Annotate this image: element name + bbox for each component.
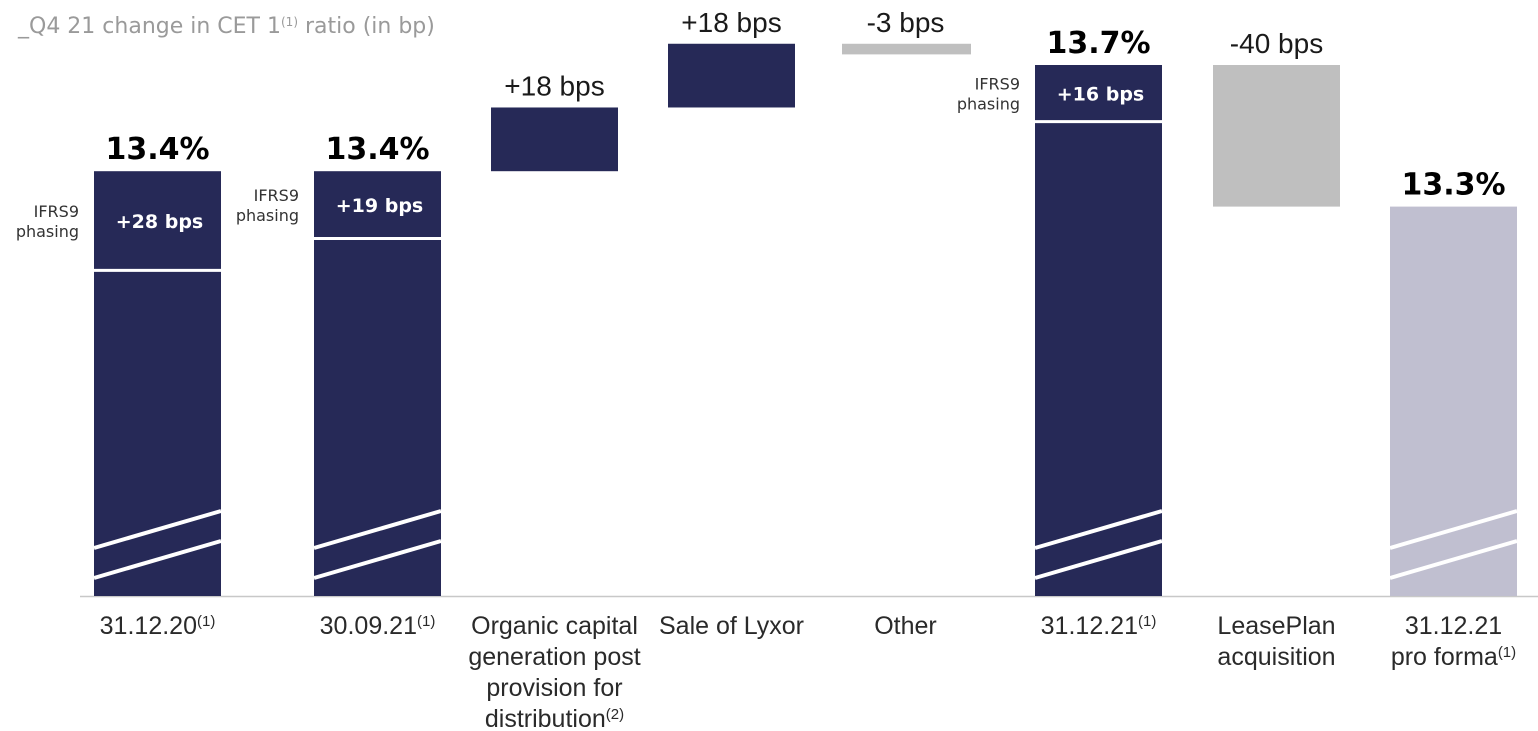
ifrs9-value-label-5: +16 bps (1057, 83, 1145, 105)
category-label-2-0: Organic capital (471, 612, 638, 640)
ifrs9-side-label-5-0: IFRS9 (975, 74, 1020, 93)
category-text-7-0: 31.12.21 (1405, 612, 1502, 640)
axis-break-line-0-1 (93, 539, 222, 580)
category-text-0-0: 31.12.20 (100, 612, 197, 640)
category-label-2-2: provision for (486, 674, 622, 702)
category-text-6-1: acquisition (1217, 643, 1335, 671)
total-value-label-1: 13.4% (325, 132, 429, 167)
bar-6 (1213, 65, 1340, 207)
category-sup-2: (2) (606, 706, 624, 723)
delta-value-label-3: +18 bps (681, 7, 781, 38)
axis-break-line-7-0 (1389, 509, 1518, 550)
category-text-6-0: LeasePlan (1217, 612, 1335, 640)
axis-break-line-7-1 (1389, 539, 1518, 580)
category-text-1-0: 30.09.21 (320, 612, 417, 640)
category-sup-1: (1) (417, 613, 435, 630)
ifrs9-value-label-1: +19 bps (336, 195, 424, 217)
category-label-0-0: 31.12.20(1) (100, 612, 216, 640)
category-text-3-0: Sale of Lyxor (659, 612, 804, 640)
bar-7 (1390, 206, 1517, 596)
axis-break-line-5-1 (1034, 539, 1163, 580)
chart-title-tail: ratio (in bp) (298, 14, 435, 39)
chart-title-main: _Q4 21 change in CET 1 (17, 14, 281, 39)
category-label-2-1: generation post (468, 643, 640, 671)
category-text-2-0: Organic capital (471, 612, 638, 640)
category-label-7-1: pro forma(1) (1391, 643, 1516, 671)
bar-1 (314, 171, 441, 596)
category-label-6-0: LeasePlan (1217, 612, 1335, 640)
total-value-label-0: 13.4% (105, 132, 209, 167)
category-sup-0: (1) (197, 613, 215, 630)
category-text-2-1: generation post (468, 643, 640, 671)
bar-3 (668, 43, 795, 108)
category-text-2-2: provision for (486, 674, 622, 702)
ifrs9-side-label-0-1: phasing (16, 222, 79, 241)
category-sup-5: (1) (1138, 613, 1156, 630)
category-label-5-0: 31.12.21(1) (1041, 612, 1157, 640)
axis-break-line-0-0 (93, 509, 222, 550)
delta-value-label-2: +18 bps (504, 70, 604, 101)
delta-value-label-4: -3 bps (867, 7, 945, 38)
bar-2 (491, 107, 618, 172)
ifrs9-side-label-1-1: phasing (236, 206, 299, 225)
category-label-1-0: 30.09.21(1) (320, 612, 436, 640)
category-label-4-0: Other (874, 612, 937, 640)
axis-break-line-5-0 (1034, 509, 1163, 550)
total-value-label-5: 13.7% (1046, 26, 1150, 61)
chart-title: _Q4 21 change in CET 1(1) ratio (in bp) (17, 14, 435, 39)
category-label-7-0: 31.12.21 (1405, 612, 1502, 640)
category-sup-7: (1) (1498, 644, 1516, 661)
bar-5 (1035, 65, 1162, 596)
axis-break-line-1-1 (313, 539, 442, 580)
category-label-2-3: distribution(2) (485, 705, 624, 731)
category-label-3-0: Sale of Lyxor (659, 612, 804, 640)
delta-value-label-6: -40 bps (1230, 28, 1323, 59)
ifrs9-side-label-5-1: phasing (957, 94, 1020, 113)
category-text-5-0: 31.12.21 (1041, 612, 1138, 640)
category-text-2-3: distribution (485, 705, 606, 731)
axis-break-line-1-0 (313, 509, 442, 550)
category-label-6-1: acquisition (1217, 643, 1335, 671)
bar-4 (842, 43, 971, 55)
ifrs9-side-label-0-0: IFRS9 (34, 202, 79, 221)
ifrs9-value-label-0: +28 bps (116, 211, 204, 233)
chart-title-sup: (1) (281, 15, 298, 29)
total-value-label-7: 13.3% (1401, 168, 1505, 203)
category-text-4-0: Other (874, 612, 937, 640)
bar-0 (94, 171, 221, 596)
category-text-7-1: pro forma (1391, 643, 1498, 671)
ifrs9-side-label-1-0: IFRS9 (254, 186, 299, 205)
